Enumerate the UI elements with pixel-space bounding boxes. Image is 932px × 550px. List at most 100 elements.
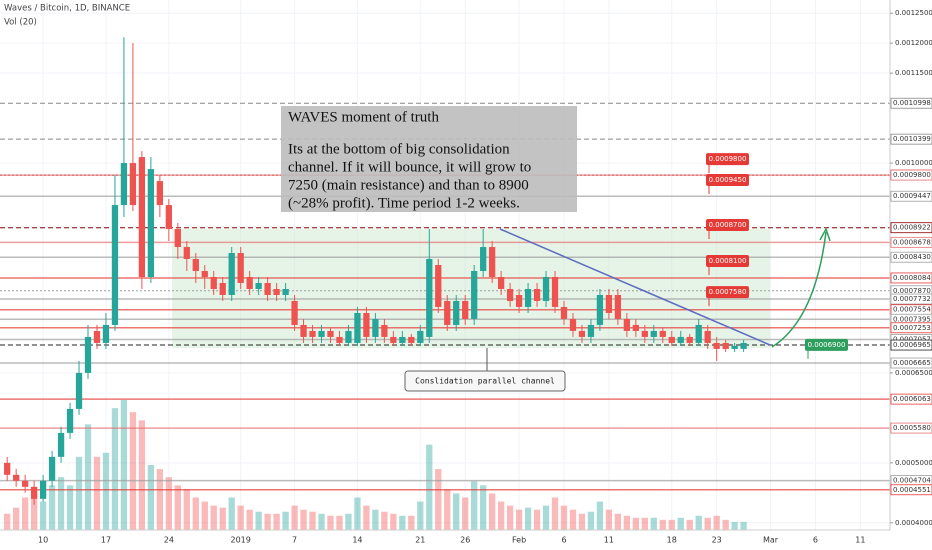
candle-body [623, 318, 631, 331]
candle-body [641, 330, 648, 337]
volume-bar [506, 505, 514, 530]
volume-bar [372, 509, 379, 530]
volume-bar [309, 511, 316, 530]
candle-body [659, 330, 666, 337]
volume-bar [650, 517, 657, 530]
volume-bar [264, 513, 271, 530]
y-tick-label: 0.0012000 [895, 39, 932, 47]
candle-body [66, 408, 74, 433]
x-tick-label: 26 [460, 536, 470, 545]
volume-bar [336, 515, 343, 530]
volume-bar [659, 519, 666, 530]
level-tag [890, 190, 932, 202]
level-label: 0.0007732 [893, 295, 931, 303]
level-tag [890, 339, 932, 351]
volume-bar [497, 501, 505, 530]
candle-body [282, 288, 289, 295]
candle-body [435, 265, 442, 307]
candle-body [4, 462, 11, 475]
volume-bar [183, 489, 190, 530]
candle-body [336, 336, 343, 343]
level-tag [890, 236, 932, 248]
candle-body [48, 456, 56, 481]
candle-body [632, 324, 639, 331]
candle-body [192, 259, 199, 271]
volume-bar [399, 515, 406, 530]
candle-body [156, 181, 164, 206]
volume-bar [471, 481, 478, 530]
x-tick-label: 10 [38, 536, 48, 545]
candle-body [668, 336, 675, 343]
volume-bar [686, 519, 693, 530]
annotation-box [404, 370, 566, 392]
candle-body [453, 300, 460, 325]
x-tick-label: Feb [512, 536, 526, 545]
x-tick-label: 17 [101, 536, 111, 545]
x-tick-label: 6 [561, 536, 566, 545]
level-tag [890, 133, 932, 145]
volume-bar [623, 515, 631, 530]
x-tick-label: 18 [667, 536, 677, 545]
volume-bar [363, 505, 370, 530]
volume-bar [300, 509, 307, 530]
volume-bar [237, 505, 244, 530]
candle-body [111, 205, 119, 325]
volume-bar [291, 505, 298, 530]
x-tick-label: 11 [604, 536, 614, 545]
volume-bar [596, 501, 604, 530]
volume-bar [641, 517, 648, 530]
callout-label: 0.0007580 [709, 288, 747, 296]
volume-bar [489, 493, 496, 530]
volume-bar [84, 424, 92, 530]
candle-body [650, 330, 657, 337]
volume-bar [282, 511, 289, 530]
candle-body [686, 336, 693, 343]
volume-bar [48, 485, 56, 530]
candle-body [444, 300, 451, 325]
y-tick-label: 0.0004000 [895, 519, 932, 527]
y-tick-label: 0.0011500 [895, 69, 932, 77]
candle-body [471, 270, 478, 319]
candle-body [120, 163, 128, 206]
volume-bar [255, 511, 262, 530]
candle-body [506, 288, 514, 301]
volume-bar [632, 517, 639, 530]
volume-bar [740, 521, 747, 530]
text-box-line: channel. If it will bounce, it will grow… [288, 159, 531, 175]
volume-bar [480, 485, 487, 530]
volume-bar [174, 485, 181, 530]
candle-body [30, 486, 38, 499]
candle-body [345, 330, 352, 343]
candle-body [524, 288, 532, 307]
candle-body [740, 342, 747, 349]
candle-body [399, 336, 406, 343]
level-label: 0.0008678 [893, 238, 931, 246]
candle-body [300, 324, 307, 337]
candle-body [605, 294, 613, 313]
volume-bar [246, 509, 253, 530]
x-tick-label: 21 [415, 536, 425, 545]
level-label: 0.0010399 [893, 135, 931, 143]
volume-bar [722, 519, 729, 530]
level-label: 0.0007253 [893, 324, 931, 332]
volume-bar [228, 497, 235, 530]
volume-bar [731, 521, 738, 530]
candle-body [291, 300, 298, 325]
x-tick-label: 24 [164, 536, 174, 545]
candle-body [147, 169, 155, 277]
volume-bar [13, 507, 20, 530]
level-tag [890, 484, 932, 496]
x-tick-label: 6 [813, 536, 818, 545]
volume-bar [381, 511, 388, 530]
volume-bar [120, 400, 128, 530]
volume-bar [345, 513, 352, 530]
volume-bar [542, 505, 550, 530]
y-tick-label: 0.0012500 [895, 9, 932, 17]
candle-body [542, 276, 550, 301]
candle-body [183, 247, 190, 260]
volume-bar [713, 515, 720, 530]
callout-box [706, 219, 749, 232]
candle-body [695, 324, 702, 343]
candle-body [210, 276, 217, 289]
text-box-line: (~28% profit). Time period 1-2 weeks. [288, 195, 520, 211]
